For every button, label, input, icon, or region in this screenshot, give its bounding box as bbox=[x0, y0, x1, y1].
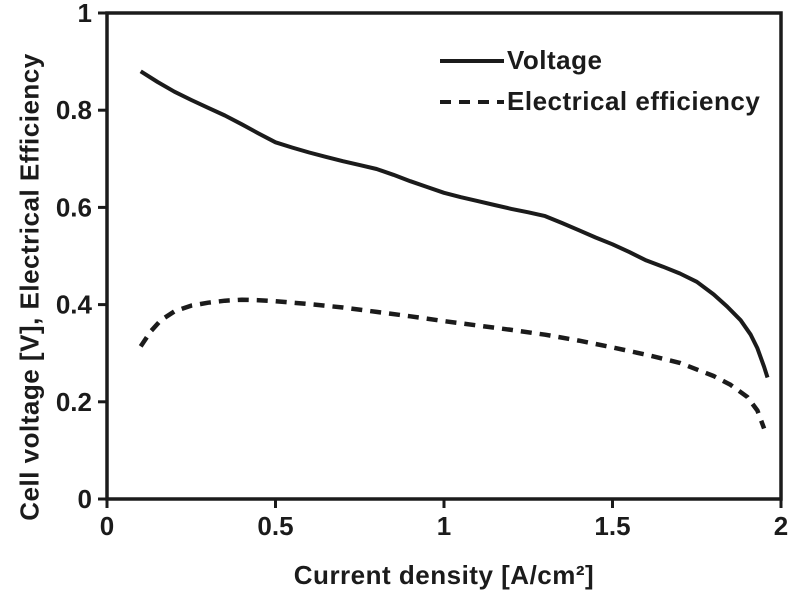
y-tick-label: 0.2 bbox=[56, 387, 92, 417]
x-tick-label: 0.5 bbox=[257, 511, 293, 541]
series-line-electrical-efficiency bbox=[138, 297, 767, 430]
x-tick-label: 1.5 bbox=[594, 511, 630, 541]
dashed-line-swatch bbox=[440, 99, 504, 104]
y-tick-label: 0 bbox=[78, 484, 92, 514]
y-axis-label: Cell voltage [V], Electrical Efficiency bbox=[14, 53, 45, 521]
solid-line-swatch bbox=[440, 58, 504, 63]
x-tick-label: 2 bbox=[774, 511, 788, 541]
y-tick-label: 0.4 bbox=[56, 290, 93, 320]
legend-item-efficiency: Electrical efficiency bbox=[440, 85, 760, 118]
legend-label-efficiency: Electrical efficiency bbox=[507, 86, 761, 116]
y-tick-label: 0.6 bbox=[56, 192, 92, 222]
x-axis-label: Current density [A/cm²] bbox=[293, 560, 595, 590]
x-tick-label: 0 bbox=[100, 511, 114, 541]
legend-item-voltage: Voltage bbox=[440, 44, 760, 77]
y-tick-label: 0.8 bbox=[56, 95, 92, 125]
legend-label-voltage: Voltage bbox=[507, 45, 603, 75]
legend: Voltage Electrical efficiency bbox=[440, 44, 760, 118]
x-tick-label: 1 bbox=[437, 511, 451, 541]
y-tick-label: 1 bbox=[78, 0, 92, 28]
series-line-voltage bbox=[139, 69, 770, 379]
